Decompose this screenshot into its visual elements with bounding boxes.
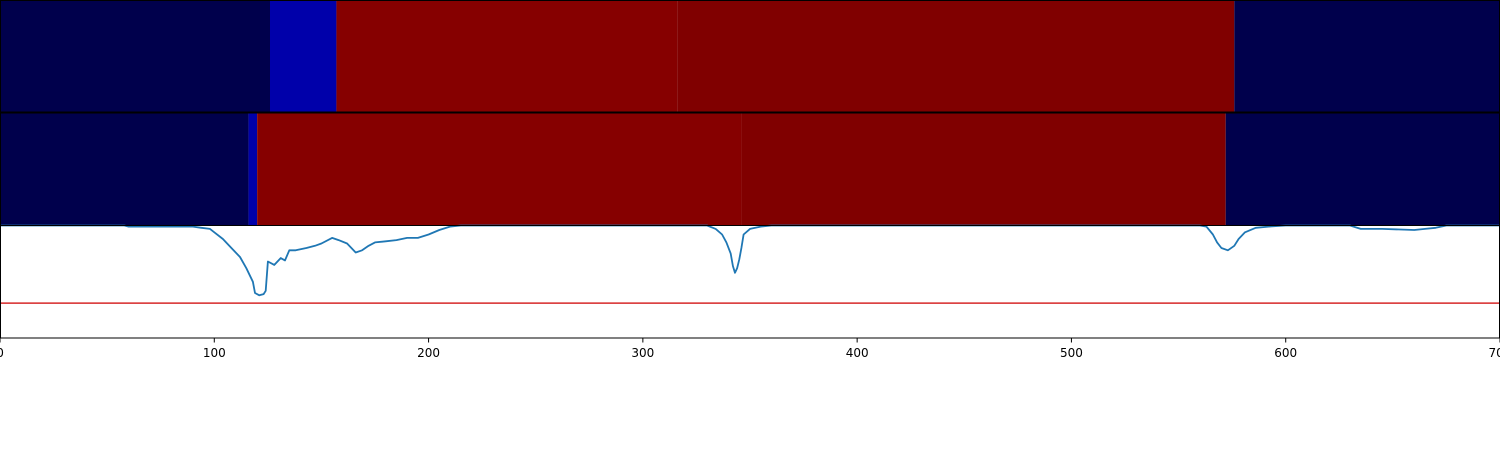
series-line-0 [0,224,1500,297]
heatmap-cell-2 [257,113,742,226]
x-tick-label-400: 400 [846,346,869,360]
heatmap-top [0,0,1500,112]
heatmap-bottom [0,113,1500,226]
heatmap-cell-3 [741,113,1226,226]
heatmap-cell-0 [0,113,249,226]
heatmap-cell-2 [336,0,678,112]
heatmap-cell-1 [248,113,258,226]
x-tick-label-200: 200 [417,346,440,360]
heatmap-cell-1 [270,0,337,112]
line-panel [0,224,1500,304]
x-axis: 0 100 200 300 400 500 600 700 [0,338,1500,360]
heatmap-cell-4 [1234,0,1500,112]
heatmap-cell-0 [0,0,270,112]
heatmap-cell-3 [677,0,1235,112]
x-tick-label-700: 700 [1489,346,1500,360]
heatmap-cell-4 [1225,113,1500,226]
x-tick-label-600: 600 [1274,346,1297,360]
x-tick-label-300: 300 [631,346,654,360]
x-tick-label-500: 500 [1060,346,1083,360]
x-tick-label-0: 0 [0,346,4,360]
x-tick-label-100: 100 [203,346,226,360]
